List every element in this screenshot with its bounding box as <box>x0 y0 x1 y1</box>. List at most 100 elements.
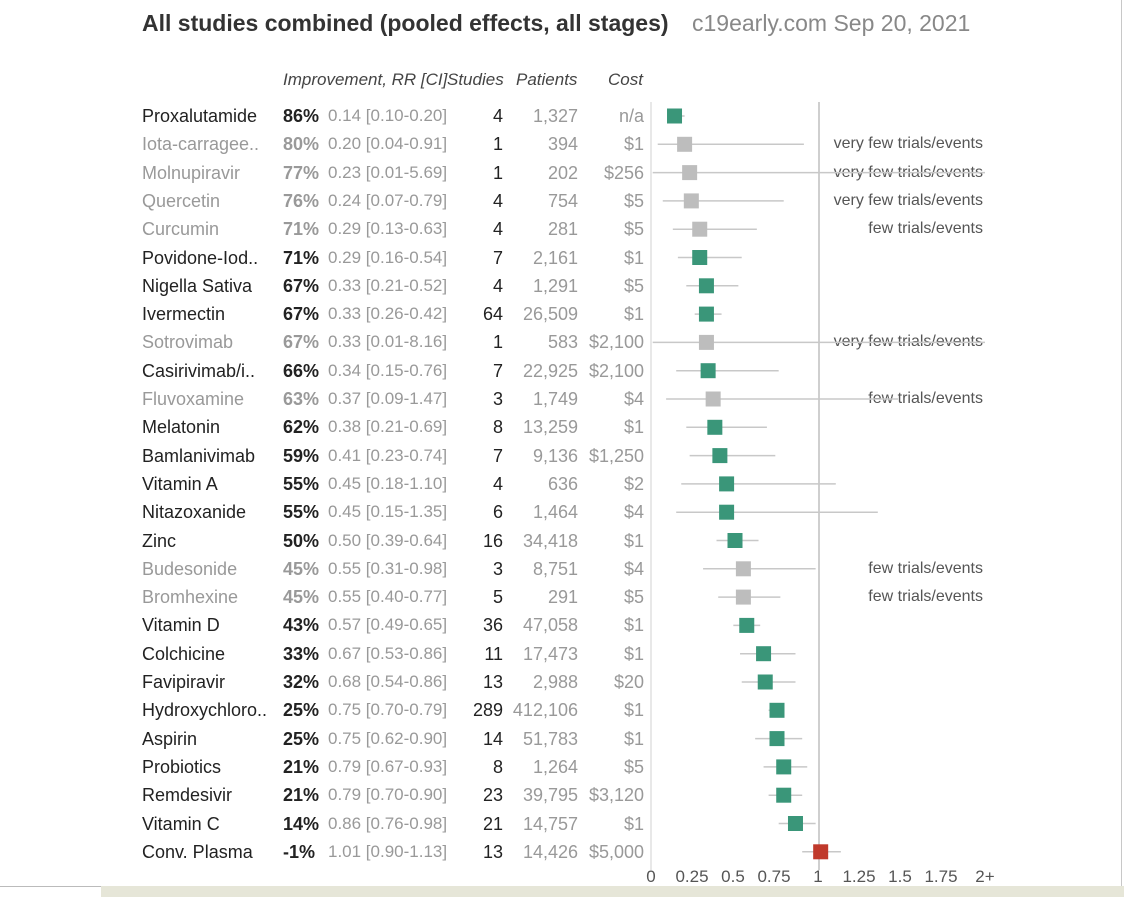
studies-count: 4 <box>492 190 503 211</box>
improvement-value: 67% <box>283 304 320 325</box>
cost-value: $4 <box>623 558 644 579</box>
cost-value: $2,100 <box>588 332 644 353</box>
studies-count: 14 <box>482 728 503 749</box>
studies-count: 36 <box>482 615 503 636</box>
improvement-value: 62% <box>283 417 320 438</box>
table-row: Bamlanivimab 59% 0.41 [0.23-0.74] 7 9,136 $1,… <box>0 442 1000 470</box>
x-tick-label: 1.5 <box>888 867 912 886</box>
table-row: Hydroxychloro.. 25% 0.75 [0.70-0.79] 289 412… <box>0 696 1000 724</box>
treatment-name: Favipiravir <box>142 672 226 692</box>
x-tick-label: 0.25 <box>675 867 708 886</box>
treatment-name: Ivermectin <box>142 304 226 325</box>
rr-ci-value: 0.38 [0.21-0.69] <box>328 417 448 437</box>
treatment-name: Vitamin A <box>142 473 218 494</box>
improvement-value: 63% <box>283 389 320 409</box>
effect-marker <box>677 136 693 152</box>
treatment-name: Bromhexine <box>142 587 239 608</box>
effect-marker <box>756 646 772 662</box>
studies-count: 64 <box>482 304 503 325</box>
studies-count: 3 <box>492 389 503 409</box>
treatment-name: Colchicine <box>142 643 226 664</box>
patients-count: 1,464 <box>532 502 578 523</box>
effect-marker <box>719 476 735 492</box>
treatment-name: Aspirin <box>142 728 198 749</box>
treatment-name: Bamlanivimab <box>142 445 256 466</box>
patients-count: 13,259 <box>522 417 578 438</box>
treatment-name: Sotrovimab <box>142 332 234 353</box>
effect-marker <box>769 702 785 718</box>
effect-marker <box>719 504 735 520</box>
treatment-name: Hydroxychloro.. <box>142 700 268 721</box>
studies-count: 8 <box>492 417 503 438</box>
effect-marker <box>813 844 829 860</box>
rr-ci-value: 0.50 [0.39-0.64] <box>328 530 448 550</box>
evidence-note: few trials/events <box>868 588 983 606</box>
patients-count: 14,426 <box>522 841 578 862</box>
rr-ci-value: 0.68 [0.54-0.86] <box>328 672 448 691</box>
x-tick-label: 0 <box>646 867 655 886</box>
rr-ci-value: 0.55 [0.31-0.98] <box>328 558 448 578</box>
treatment-name: Iota-carragee.. <box>142 134 260 155</box>
cost-value: $1 <box>623 530 644 551</box>
effect-marker <box>769 731 785 747</box>
x-tick-label: 2+ <box>975 867 994 886</box>
effect-marker <box>667 108 683 124</box>
studies-count: 13 <box>482 672 503 692</box>
improvement-value: 71% <box>283 219 320 240</box>
patients-count: 22,925 <box>522 360 578 381</box>
improvement-value: 45% <box>283 558 320 579</box>
cost-value: $1 <box>623 813 644 834</box>
effect-marker <box>787 816 803 831</box>
patients-count: 2,988 <box>532 672 578 692</box>
improvement-value: 32% <box>283 672 320 692</box>
patients-count: 281 <box>547 219 578 240</box>
rr-ci-value: 0.57 [0.49-0.65] <box>328 615 448 635</box>
effect-marker <box>705 391 721 407</box>
patients-count: 291 <box>547 587 578 608</box>
studies-count: 8 <box>492 756 503 777</box>
studies-count: 16 <box>482 530 503 551</box>
table-row: Budesonide 45% 0.55 [0.31-0.98] 3 8,751 $4 few… <box>0 555 1000 583</box>
patients-count: 26,509 <box>522 304 578 325</box>
table-row: Curcumin 71% 0.29 [0.13-0.63] 4 281 $5 few tri… <box>0 215 1000 243</box>
improvement-value: 86% <box>283 106 320 126</box>
col-header-improvement: Improvement, RR [CI] <box>283 70 448 89</box>
treatment-name: Molnupiravir <box>142 162 241 183</box>
treatment-name: Probiotics <box>142 756 222 777</box>
treatment-name: Vitamin D <box>142 615 220 636</box>
patients-count: 39,795 <box>522 785 578 806</box>
patients-count: 17,473 <box>522 643 578 664</box>
table-row: Ivermectin 67% 0.33 [0.26-0.42] 64 26,509 $1 <box>0 300 1000 328</box>
effect-marker <box>776 759 792 775</box>
treatment-name: Curcumin <box>142 219 220 240</box>
improvement-value: 45% <box>283 587 320 608</box>
treatment-name: Remdesivir <box>142 785 233 806</box>
rr-ci-value: 1.01 [0.90-1.13] <box>328 841 448 861</box>
effect-marker <box>757 674 773 690</box>
rr-ci-value: 0.67 [0.53-0.86] <box>328 643 448 663</box>
improvement-value: 67% <box>283 332 320 353</box>
cost-value: $5 <box>623 587 644 608</box>
evidence-note: few trials/events <box>868 559 983 577</box>
patients-count: 9,136 <box>532 445 578 466</box>
x-tick-label: 1.75 <box>924 867 957 886</box>
cost-value: $1 <box>623 417 644 438</box>
treatment-name: Proxalutamide <box>142 106 258 126</box>
studies-count: 23 <box>482 785 503 806</box>
improvement-value: 67% <box>283 275 320 296</box>
patients-count: 14,757 <box>522 813 578 834</box>
rr-ci-value: 0.41 [0.23-0.74] <box>328 445 448 465</box>
studies-count: 1 <box>492 332 503 353</box>
patients-count: 1,264 <box>532 756 578 777</box>
treatment-name: Conv. Plasma <box>142 841 253 862</box>
table-row: Melatonin 62% 0.38 [0.21-0.69] 8 13,259 $1 <box>0 413 1000 441</box>
patients-count: 394 <box>547 134 578 155</box>
col-header-studies: Studies <box>447 70 504 89</box>
rr-ci-value: 0.23 [0.01-5.69] <box>328 162 448 182</box>
effect-marker <box>692 250 708 265</box>
cost-value: $5 <box>623 190 644 211</box>
cost-value: $3,120 <box>588 785 644 806</box>
table-row: Proxalutamide 86% 0.14 [0.10-0.20] 4 1,327 n/… <box>0 102 1000 130</box>
improvement-value: 55% <box>283 502 320 523</box>
table-row: Aspirin 25% 0.75 [0.62-0.90] 14 51,783 $1 <box>0 725 1000 753</box>
